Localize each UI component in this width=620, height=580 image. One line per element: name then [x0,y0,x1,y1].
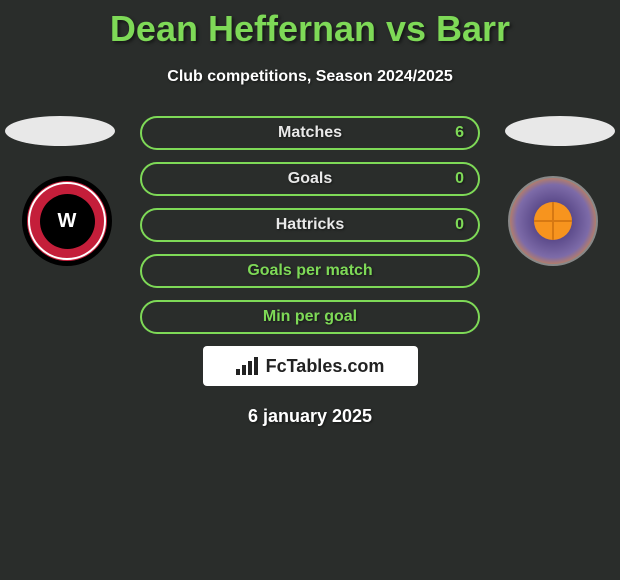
player-ellipse-left [5,116,115,146]
stat-row: Goals 0 [140,162,480,196]
watermark[interactable]: FcTables.com [203,346,418,386]
stat-label: Hattricks [276,216,344,234]
stat-label: Goals per match [247,262,372,280]
team-logo-right [508,176,598,266]
stat-row: Goals per match [140,254,480,288]
stat-label: Goals [288,170,332,188]
watermark-text: FcTables.com [266,356,385,377]
stats-container: Matches 6 Goals 0 Hattricks 0 Goals per match M… [140,116,480,334]
stat-value-right: 6 [455,124,464,142]
team-logo-left: W [22,176,112,266]
pg-logo [508,176,598,266]
stat-row: Matches 6 [140,116,480,150]
comparison-title: Dean Heffernan vs Barr [0,0,620,50]
stat-value-right: 0 [455,216,464,234]
ws-logo-ring [28,182,106,260]
stat-label: Min per goal [263,308,357,326]
stat-row: Hattricks 0 [140,208,480,242]
stat-row: Min per goal [140,300,480,334]
subtitle: Club competitions, Season 2024/2025 [0,68,620,86]
date-label: 6 january 2025 [0,406,620,427]
ws-logo-outer: W [22,176,112,266]
stat-value-right: 0 [455,170,464,188]
chart-icon [236,357,260,375]
main-area: W Matches 6 Goals 0 Hattricks 0 Goals per matc… [0,116,620,427]
pg-logo-ball [534,202,572,240]
stat-label: Matches [278,124,342,142]
player-ellipse-right [505,116,615,146]
